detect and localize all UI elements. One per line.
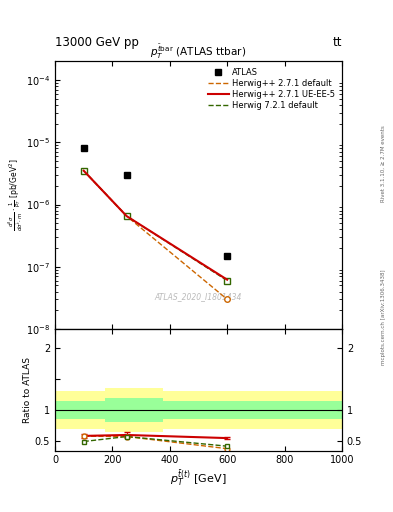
Herwig 7.2.1 default	[225, 278, 230, 284]
Herwig 7.2.1 default	[125, 213, 129, 219]
ATLAS	[225, 253, 230, 259]
Herwig++ 2.7.1 UE-EE-5	[81, 167, 86, 174]
Text: ATLAS_2020_I1801434: ATLAS_2020_I1801434	[155, 292, 242, 302]
Legend: ATLAS, Herwig++ 2.7.1 default, Herwig++ 2.7.1 UE-EE-5, Herwig 7.2.1 default: ATLAS, Herwig++ 2.7.1 default, Herwig++ …	[206, 66, 338, 113]
Herwig 7.2.1 default	[81, 167, 86, 174]
Text: 13000 GeV pp: 13000 GeV pp	[55, 36, 139, 49]
Line: Herwig++ 2.7.1 UE-EE-5: Herwig++ 2.7.1 UE-EE-5	[84, 170, 227, 280]
ATLAS	[81, 145, 86, 152]
Herwig++ 2.7.1 UE-EE-5	[225, 276, 230, 283]
Line: Herwig 7.2.1 default: Herwig 7.2.1 default	[84, 170, 227, 281]
Herwig++ 2.7.1 default	[81, 167, 86, 174]
X-axis label: $p^{\bar{t}(t)}_T$ [GeV]: $p^{\bar{t}(t)}_T$ [GeV]	[170, 468, 227, 488]
Text: mcplots.cern.ch [arXiv:1306.3438]: mcplots.cern.ch [arXiv:1306.3438]	[381, 270, 386, 365]
Herwig++ 2.7.1 default	[125, 213, 129, 219]
Herwig++ 2.7.1 UE-EE-5	[125, 213, 129, 219]
Text: tt: tt	[332, 36, 342, 49]
Text: Rivet 3.1.10, ≥ 2.7M events: Rivet 3.1.10, ≥ 2.7M events	[381, 125, 386, 202]
Title: $p_T^{\bar{t}\mathrm{bar}}$ (ATLAS ttbar): $p_T^{\bar{t}\mathrm{bar}}$ (ATLAS ttbar…	[150, 43, 247, 61]
ATLAS	[125, 172, 129, 178]
Line: Herwig++ 2.7.1 default: Herwig++ 2.7.1 default	[84, 170, 227, 300]
Herwig++ 2.7.1 default	[225, 296, 230, 303]
Line: ATLAS: ATLAS	[80, 145, 231, 259]
Y-axis label: Ratio to ATLAS: Ratio to ATLAS	[23, 357, 32, 423]
Y-axis label: $\frac{d^2\sigma}{d\sigma^{\bar{t}} \cdot m} \cdot \frac{1}{p_T}$ [pb/GeV$^2$]: $\frac{d^2\sigma}{d\sigma^{\bar{t}} \cdo…	[6, 159, 25, 231]
